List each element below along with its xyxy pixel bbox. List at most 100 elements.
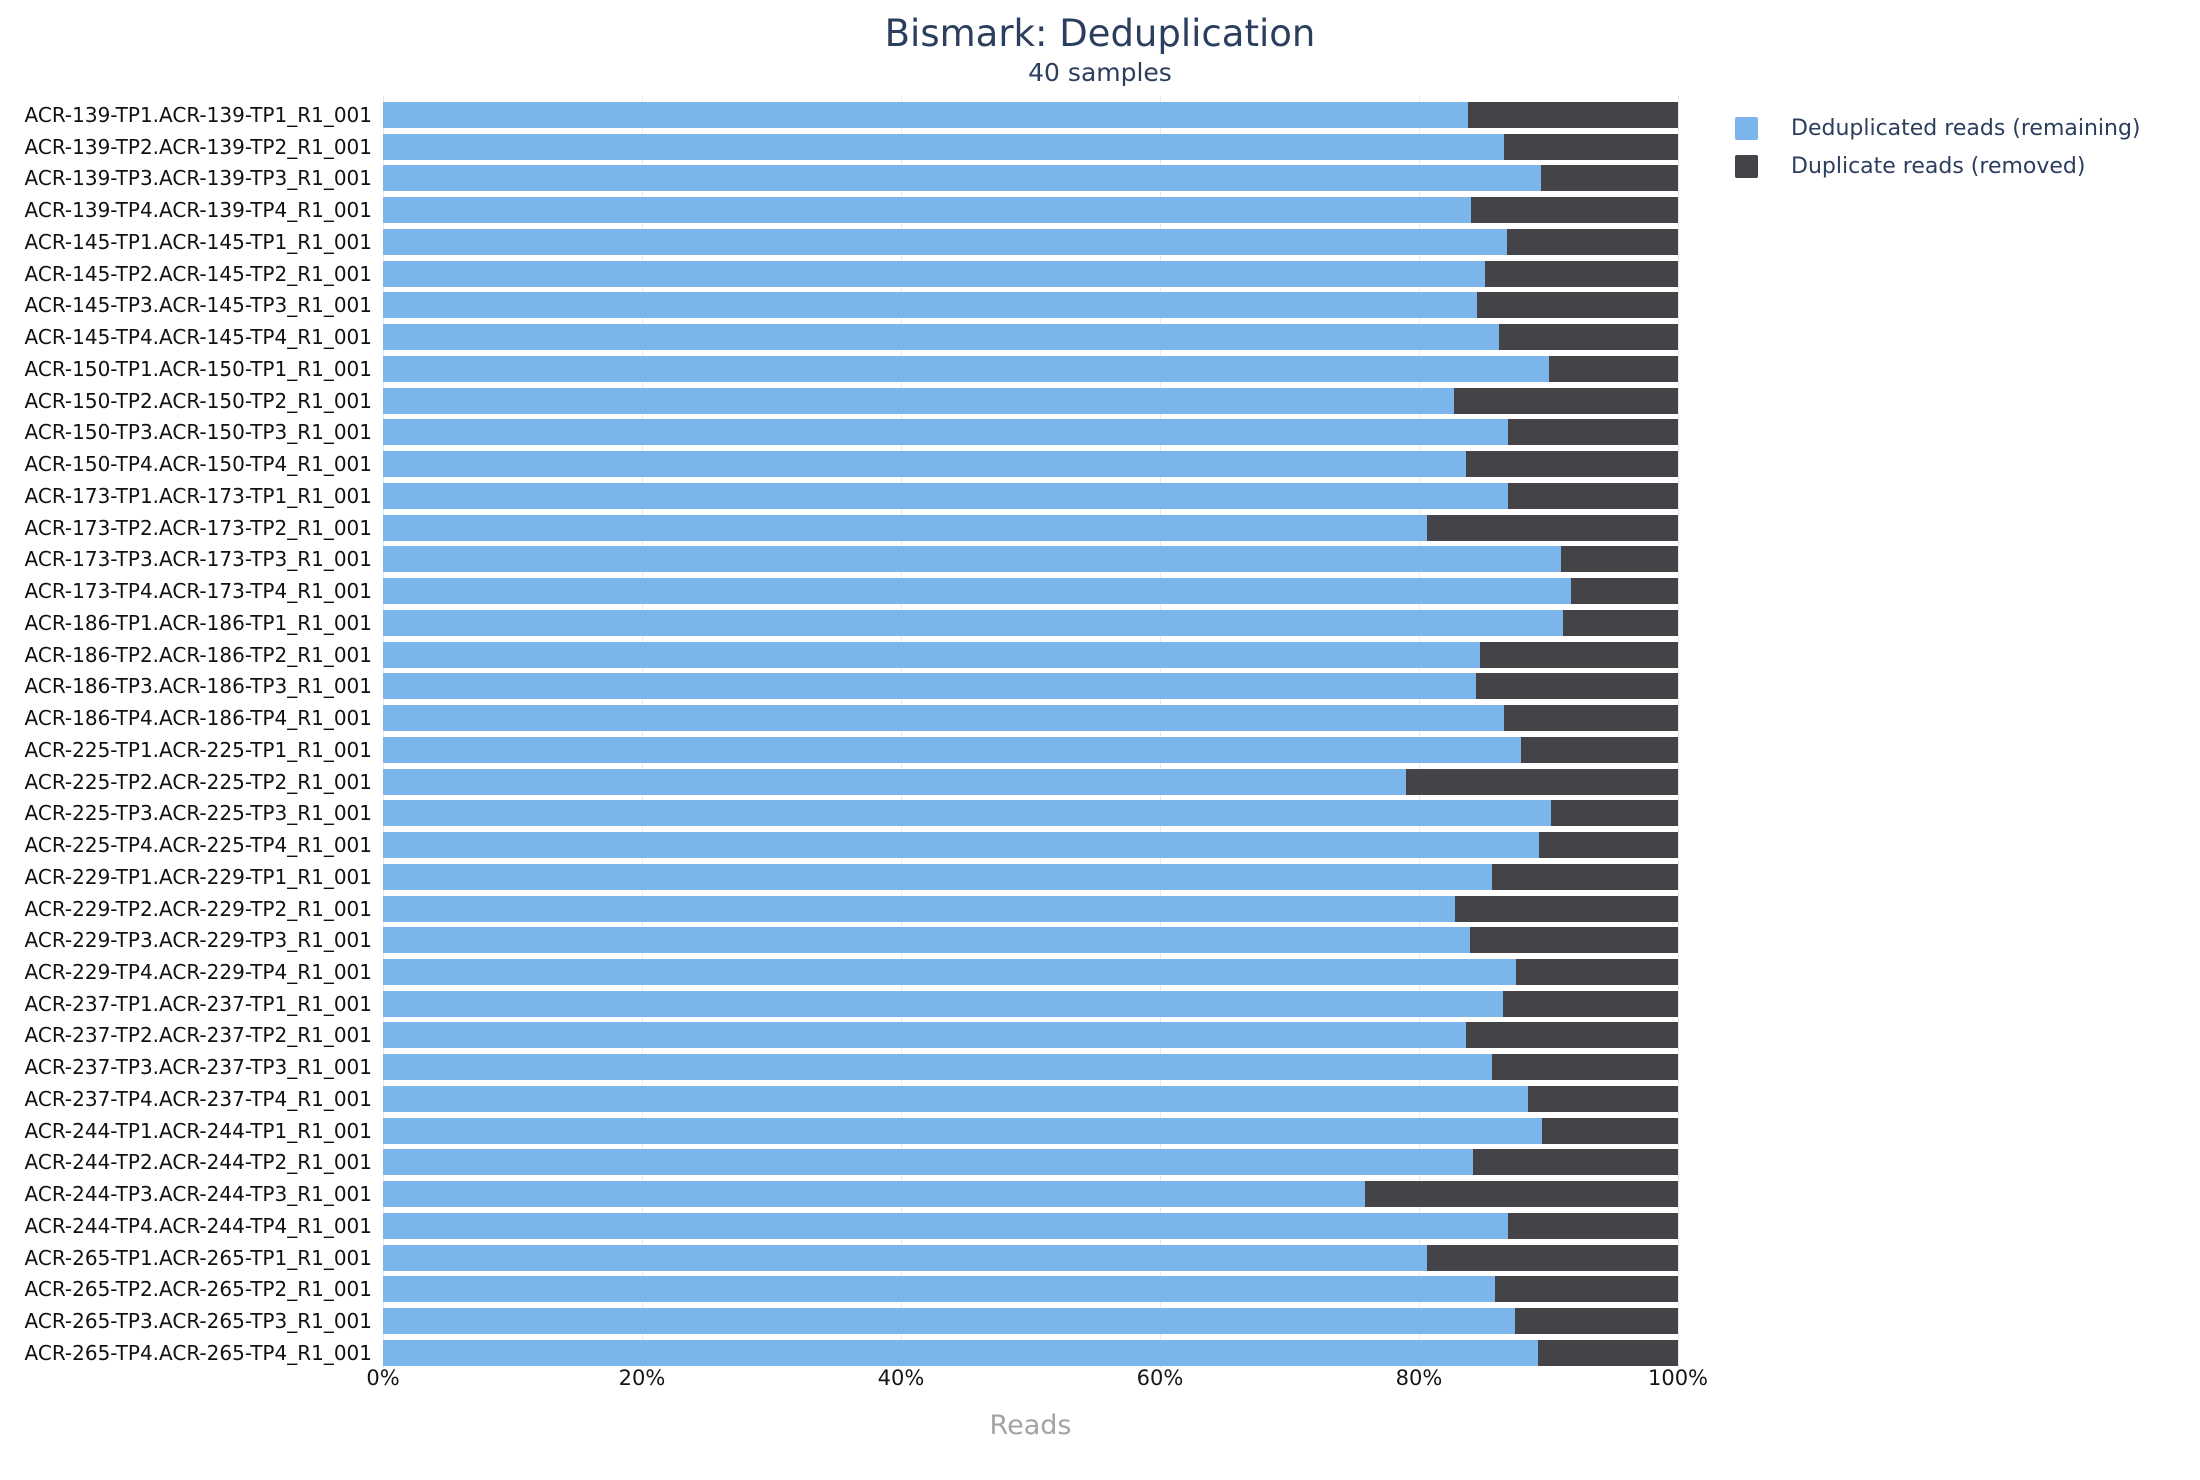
chart-title: Bismark: Deduplication bbox=[884, 12, 1316, 55]
sample-label: ACR-244-TP2.ACR-244-TP2_R1_001 bbox=[24, 1150, 372, 1175]
sample-label: ACR-186-TP2.ACR-186-TP2_R1_001 bbox=[24, 642, 372, 667]
gridline bbox=[1677, 96, 1679, 1368]
deduplicated-segment bbox=[383, 800, 1552, 827]
sample-row: ACR-244-TP2.ACR-244-TP2_R1_001 bbox=[0, 1149, 2200, 1176]
stacked-bar bbox=[383, 800, 1678, 827]
deduplicated-segment bbox=[383, 832, 1540, 859]
sample-label: ACR-225-TP3.ACR-225-TP3_R1_001 bbox=[24, 801, 372, 826]
sample-label: ACR-145-TP4.ACR-145-TP4_R1_001 bbox=[24, 325, 372, 350]
sample-row: ACR-145-TP1.ACR-145-TP1_R1_001 bbox=[0, 228, 2200, 255]
sample-row: ACR-225-TP2.ACR-225-TP2_R1_001 bbox=[0, 768, 2200, 795]
stacked-bar bbox=[383, 1117, 1678, 1144]
sample-row: ACR-265-TP4.ACR-265-TP4_R1_001 bbox=[0, 1339, 2200, 1366]
sample-row: ACR-186-TP1.ACR-186-TP1_R1_001 bbox=[0, 609, 2200, 636]
sample-row: ACR-265-TP2.ACR-265-TP2_R1_001 bbox=[0, 1276, 2200, 1303]
stacked-bar bbox=[383, 578, 1678, 605]
stacked-bar bbox=[383, 482, 1678, 509]
gridline bbox=[382, 96, 384, 1368]
stacked-bar bbox=[383, 1339, 1678, 1366]
sample-row: ACR-139-TP3.ACR-139-TP3_R1_001 bbox=[0, 165, 2200, 192]
deduplicated-segment bbox=[383, 609, 1563, 636]
x-tick-label: 20% bbox=[618, 1366, 666, 1390]
deduplicated-segment bbox=[383, 292, 1478, 319]
stacked-bar bbox=[383, 990, 1678, 1017]
duplicate-segment bbox=[1485, 260, 1678, 287]
duplicate-segment bbox=[1503, 990, 1678, 1017]
stacked-bar bbox=[383, 609, 1678, 636]
sample-row: ACR-139-TP2.ACR-139-TP2_R1_001 bbox=[0, 133, 2200, 160]
duplicate-segment bbox=[1539, 832, 1678, 859]
stacked-bar bbox=[383, 1022, 1678, 1049]
sample-row: ACR-237-TP2.ACR-237-TP2_R1_001 bbox=[0, 1022, 2200, 1049]
duplicate-segment bbox=[1508, 482, 1678, 509]
stacked-bar bbox=[383, 927, 1678, 954]
sample-row: ACR-139-TP4.ACR-139-TP4_R1_001 bbox=[0, 197, 2200, 224]
legend-item: Deduplicated reads (remaining) bbox=[1735, 117, 2141, 140]
duplicate-segment bbox=[1570, 578, 1678, 605]
legend-label: Duplicate reads (removed) bbox=[1791, 154, 2086, 179]
duplicate-segment bbox=[1465, 1022, 1678, 1049]
deduplicated-segment bbox=[383, 1117, 1543, 1144]
sample-label: ACR-237-TP2.ACR-237-TP2_R1_001 bbox=[24, 1023, 372, 1048]
sample-label: ACR-186-TP1.ACR-186-TP1_R1_001 bbox=[24, 610, 372, 635]
sample-label: ACR-173-TP1.ACR-173-TP1_R1_001 bbox=[24, 483, 372, 508]
sample-label: ACR-186-TP3.ACR-186-TP3_R1_001 bbox=[24, 674, 372, 699]
sample-label: ACR-145-TP2.ACR-145-TP2_R1_001 bbox=[24, 261, 372, 286]
sample-label: ACR-150-TP1.ACR-150-TP1_R1_001 bbox=[24, 356, 372, 381]
stacked-bar bbox=[383, 1212, 1678, 1239]
sample-row: ACR-173-TP1.ACR-173-TP1_R1_001 bbox=[0, 482, 2200, 509]
deduplicated-segment bbox=[383, 863, 1492, 890]
sample-label: ACR-186-TP4.ACR-186-TP4_R1_001 bbox=[24, 706, 372, 731]
stacked-bar bbox=[383, 165, 1678, 192]
duplicate-segment bbox=[1473, 1149, 1678, 1176]
duplicate-segment bbox=[1521, 736, 1678, 763]
sample-label: ACR-139-TP4.ACR-139-TP4_R1_001 bbox=[24, 198, 372, 223]
stacked-bar bbox=[383, 768, 1678, 795]
sample-label: ACR-229-TP3.ACR-229-TP3_R1_001 bbox=[24, 928, 372, 953]
deduplicated-segment bbox=[383, 736, 1522, 763]
sample-row: ACR-244-TP4.ACR-244-TP4_R1_001 bbox=[0, 1212, 2200, 1239]
legend-item: Duplicate reads (removed) bbox=[1735, 155, 2141, 178]
sample-row: ACR-225-TP4.ACR-225-TP4_R1_001 bbox=[0, 832, 2200, 859]
stacked-bar bbox=[383, 1085, 1678, 1112]
deduplicated-segment bbox=[383, 958, 1517, 985]
deduplicated-segment bbox=[383, 387, 1454, 414]
sample-label: ACR-150-TP2.ACR-150-TP2_R1_001 bbox=[24, 388, 372, 413]
sample-row: ACR-225-TP1.ACR-225-TP1_R1_001 bbox=[0, 736, 2200, 763]
sample-label: ACR-265-TP2.ACR-265-TP2_R1_001 bbox=[24, 1277, 372, 1302]
duplicate-segment bbox=[1540, 165, 1678, 192]
duplicate-segment bbox=[1538, 1339, 1678, 1366]
duplicate-segment bbox=[1508, 1212, 1678, 1239]
stacked-bar bbox=[383, 355, 1678, 382]
sample-row: ACR-229-TP3.ACR-229-TP3_R1_001 bbox=[0, 927, 2200, 954]
duplicate-segment bbox=[1514, 1308, 1678, 1335]
deduplicated-segment bbox=[383, 641, 1480, 668]
sample-row: ACR-173-TP4.ACR-173-TP4_R1_001 bbox=[0, 578, 2200, 605]
sample-label: ACR-225-TP2.ACR-225-TP2_R1_001 bbox=[24, 769, 372, 794]
stacked-bar bbox=[383, 1308, 1678, 1335]
deduplicated-segment bbox=[383, 705, 1505, 732]
stacked-bar bbox=[383, 387, 1678, 414]
stacked-bar bbox=[383, 324, 1678, 351]
chart-subtitle: 40 samples bbox=[1028, 58, 1172, 87]
legend-label: Deduplicated reads (remaining) bbox=[1791, 116, 2141, 141]
duplicate-segment bbox=[1499, 324, 1678, 351]
deduplicated-segment bbox=[383, 768, 1407, 795]
sample-row: ACR-186-TP2.ACR-186-TP2_R1_001 bbox=[0, 641, 2200, 668]
deduplicated-segment bbox=[383, 673, 1476, 700]
duplicate-segment bbox=[1516, 958, 1678, 985]
duplicate-segment bbox=[1468, 102, 1678, 128]
stacked-bar bbox=[383, 514, 1678, 541]
sample-label: ACR-229-TP1.ACR-229-TP1_R1_001 bbox=[24, 864, 372, 889]
sample-label: ACR-265-TP1.ACR-265-TP1_R1_001 bbox=[24, 1245, 372, 1270]
deduplicated-segment bbox=[383, 1308, 1515, 1335]
sample-label: ACR-244-TP4.ACR-244-TP4_R1_001 bbox=[24, 1213, 372, 1238]
duplicate-segment bbox=[1491, 863, 1678, 890]
duplicate-segment bbox=[1548, 355, 1678, 382]
sample-row: ACR-139-TP1.ACR-139-TP1_R1_001 bbox=[0, 102, 2200, 128]
sample-row: ACR-186-TP4.ACR-186-TP4_R1_001 bbox=[0, 705, 2200, 732]
duplicate-segment bbox=[1469, 927, 1678, 954]
gridline bbox=[1418, 96, 1420, 1368]
deduplicated-segment bbox=[383, 1085, 1528, 1112]
gridline bbox=[641, 96, 643, 1368]
